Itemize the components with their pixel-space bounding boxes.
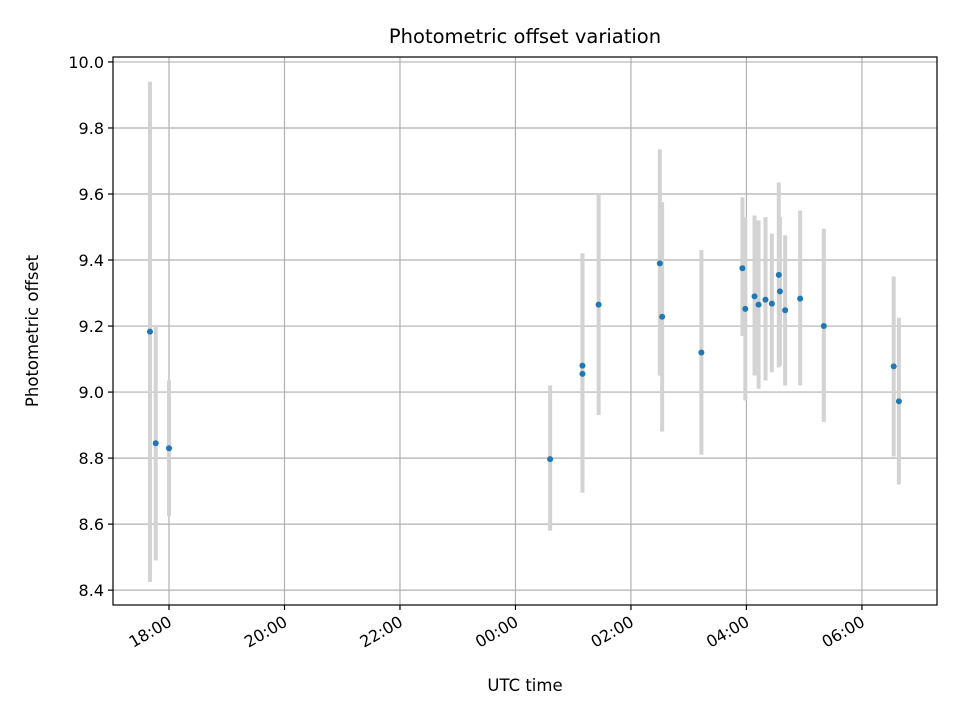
plot-frame [112, 56, 938, 606]
data-point [739, 265, 746, 272]
y-tick-label: 9.4 [79, 251, 104, 270]
data-point [166, 445, 173, 452]
data-point [755, 301, 762, 308]
data-point [656, 260, 663, 267]
y-tick-label: 10.0 [68, 53, 104, 72]
data-point [595, 301, 602, 308]
data-points [146, 260, 902, 463]
data-point [782, 307, 789, 314]
data-point [751, 293, 758, 300]
chart-title: Photometric offset variation [389, 25, 661, 48]
y-axis-ticks: 8.4 8.6 8.8 9.0 9.2 9.4 9.6 9.8 10.0 [68, 53, 113, 600]
data-point [768, 300, 775, 307]
data-point [698, 349, 705, 356]
y-tick-label: 8.6 [79, 515, 104, 534]
data-point [775, 271, 782, 278]
y-tick-label: 9.2 [79, 317, 104, 336]
data-point [579, 370, 586, 377]
grid [113, 57, 937, 605]
y-axis-label: Photometric offset [23, 254, 42, 407]
y-tick-label: 9.0 [79, 383, 104, 402]
y-tick-label: 8.8 [79, 449, 104, 468]
data-point [659, 313, 666, 320]
data-point [152, 440, 159, 447]
x-axis-label: UTC time [487, 676, 562, 695]
y-tick-label: 9.8 [79, 119, 104, 138]
plot-area [113, 57, 937, 605]
data-point [762, 296, 769, 303]
data-point [742, 305, 749, 312]
data-point [547, 456, 554, 463]
y-tick-label: 8.4 [79, 581, 104, 600]
data-point [895, 398, 902, 405]
data-point [820, 323, 827, 330]
data-point [890, 363, 897, 370]
data-point [146, 328, 153, 335]
data-point [579, 362, 586, 369]
data-point [776, 288, 783, 295]
y-tick-label: 9.6 [79, 185, 104, 204]
data-point [797, 295, 804, 302]
